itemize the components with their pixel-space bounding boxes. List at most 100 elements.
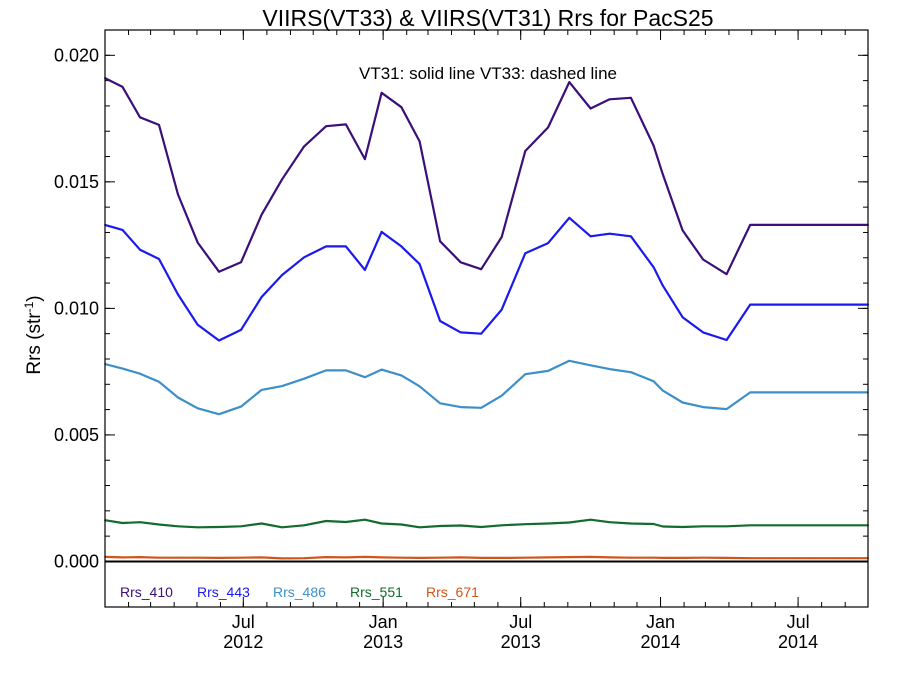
data-point [364,376,366,379]
series-line-rrs_443 [104,216,868,342]
data-point [325,556,328,559]
data-point [345,245,347,248]
data-point [364,518,366,521]
data-point [568,359,571,362]
data-point [652,556,655,559]
chart-annotation: VT31: solid line VT33: dashed line [359,64,617,83]
data-point [702,525,704,528]
data-point [260,296,263,298]
data-point [380,368,383,371]
data-point [749,557,752,560]
data-point [400,556,403,559]
data-point [177,293,179,296]
data-point [418,557,421,559]
data-point [500,308,503,311]
data-point [139,556,141,559]
data-point [325,125,328,128]
data-point [218,557,220,559]
data-point [813,303,815,306]
data-point [608,232,611,235]
data-point [524,150,527,152]
data-point [589,555,592,558]
data-point [725,408,728,410]
data-point [524,252,527,255]
data-point [480,268,483,271]
data-point [652,145,655,147]
data-point [196,241,199,244]
y-tick-label: 0.005 [54,425,99,445]
data-point [793,557,796,560]
legend-entry-rrs_551: Rrs_551 [350,584,403,600]
data-point [480,406,483,409]
data-point [629,96,632,99]
x-tick-label-year: 2013 [501,632,541,652]
data-point [547,522,549,525]
data-point [652,380,655,383]
data-point [568,216,571,219]
data-point [177,193,179,196]
data-point [281,178,283,181]
data-point [749,524,752,527]
data-point [547,556,549,559]
data-point [260,556,263,559]
y-tick-label: 0.020 [54,45,99,65]
data-point [524,556,527,559]
data-point [158,258,160,260]
series-line-rrs_486 [104,359,868,416]
data-point [793,391,796,394]
data-point [303,256,306,259]
data-point [772,557,774,560]
data-point [418,526,421,529]
data-point [702,258,704,261]
legend-entry-rrs_443: Rrs_443 [197,584,250,600]
y-axis-label: Rrs (str-1) [22,295,45,374]
data-point [833,391,836,394]
data-point [121,229,124,231]
data-point [772,223,774,226]
data-point [303,524,306,527]
data-point [380,522,383,525]
data-point [813,223,815,226]
data-point [661,525,664,528]
x-tick-label-year: 2014 [778,632,818,652]
data-point [681,316,684,319]
data-point [608,368,611,371]
data-point [702,406,704,408]
plot-frame [104,29,869,608]
legend-entry-rrs_486: Rrs_486 [273,584,326,600]
y-tick-label: 0.000 [54,551,99,571]
data-point [568,521,571,524]
data-point [833,557,836,560]
data-point [652,523,655,525]
data-point [853,303,856,306]
data-point [661,173,664,176]
data-point [121,522,124,524]
data-point [418,140,421,143]
x-tick-label-year: 2012 [223,632,263,652]
data-point [325,245,328,248]
x-tick-label-month: Jan [369,612,398,632]
x-tick-label-month: Jan [646,612,675,632]
data-point [196,407,199,410]
data-point [196,323,199,326]
x-tick-label-month: Jul [787,612,810,632]
data-point [364,158,366,160]
data-point [500,236,503,238]
data-point [853,524,856,527]
data-point [589,107,592,110]
data-point [380,231,383,233]
data-point [400,106,403,109]
data-point [702,556,704,559]
data-point [439,402,442,405]
data-point [608,521,611,524]
y-tick-label: 0.010 [54,298,99,318]
data-point [218,413,220,416]
data-point [177,556,179,559]
data-point [725,557,728,559]
data-point [568,81,571,84]
legend-entry-rrs_671: Rrs_671 [426,584,479,600]
data-point [853,557,856,560]
series-line-rrs_551 [104,518,868,529]
data-point [345,123,347,126]
data-point [608,556,611,559]
